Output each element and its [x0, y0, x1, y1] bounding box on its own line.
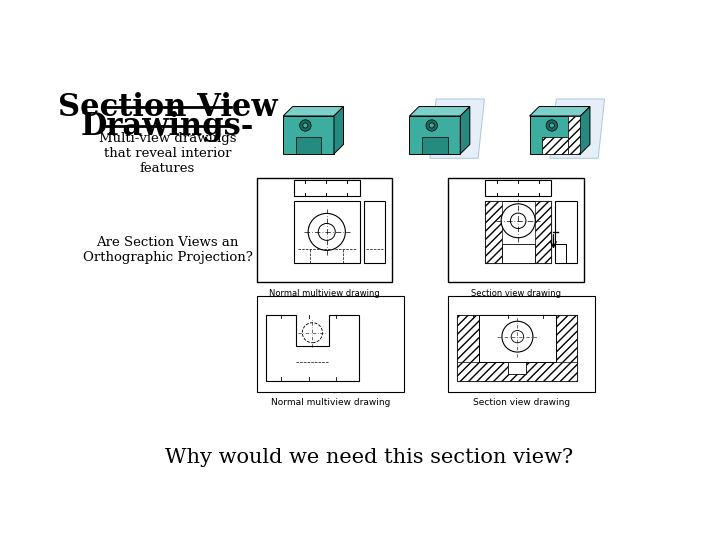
Polygon shape: [567, 116, 580, 154]
Polygon shape: [580, 106, 590, 154]
Bar: [556, 315, 577, 381]
Polygon shape: [296, 137, 321, 154]
Circle shape: [300, 120, 311, 131]
Polygon shape: [542, 137, 567, 154]
Polygon shape: [430, 99, 485, 158]
Polygon shape: [460, 106, 470, 154]
Polygon shape: [550, 99, 605, 158]
Circle shape: [303, 123, 308, 128]
Polygon shape: [530, 116, 580, 154]
Bar: [479, 315, 556, 362]
Bar: [485, 201, 502, 262]
Circle shape: [546, 120, 557, 131]
Circle shape: [302, 323, 323, 343]
Bar: [294, 179, 360, 197]
Bar: [535, 201, 551, 262]
Circle shape: [511, 330, 523, 343]
Text: Normal multiview drawing: Normal multiview drawing: [269, 289, 380, 298]
Circle shape: [308, 213, 346, 251]
Bar: [485, 201, 551, 262]
Text: Drawings-: Drawings-: [81, 111, 254, 142]
Bar: [256, 178, 392, 282]
Text: Section view drawing: Section view drawing: [473, 398, 570, 407]
Polygon shape: [530, 106, 590, 116]
Circle shape: [429, 123, 434, 128]
Circle shape: [549, 123, 554, 128]
Circle shape: [502, 321, 533, 352]
Polygon shape: [410, 116, 460, 154]
Bar: [256, 296, 404, 392]
Text: Section view drawing: Section view drawing: [471, 289, 561, 298]
Polygon shape: [266, 315, 359, 381]
Polygon shape: [334, 106, 343, 154]
Bar: [508, 362, 526, 374]
Bar: [485, 179, 551, 197]
Text: Are Section Views an
Orthographic Projection?: Are Section Views an Orthographic Projec…: [83, 236, 253, 264]
Bar: [555, 201, 577, 262]
Polygon shape: [283, 116, 334, 154]
Bar: [457, 315, 577, 381]
Polygon shape: [283, 106, 343, 116]
Bar: [502, 244, 535, 262]
Polygon shape: [410, 106, 470, 116]
Circle shape: [510, 213, 526, 228]
Bar: [448, 296, 595, 392]
Text: Why would we need this section view?: Why would we need this section view?: [165, 448, 573, 467]
Bar: [457, 315, 479, 381]
Text: Normal multiview drawing: Normal multiview drawing: [271, 398, 390, 407]
Text: Section View: Section View: [58, 92, 277, 123]
Text: Multi-view drawings
that reveal interior
features: Multi-view drawings that reveal interior…: [99, 132, 236, 175]
Bar: [294, 201, 360, 262]
Bar: [448, 178, 584, 282]
Circle shape: [318, 224, 336, 240]
Polygon shape: [422, 137, 448, 154]
Polygon shape: [542, 137, 567, 154]
Circle shape: [501, 204, 535, 238]
Bar: [457, 362, 577, 381]
Bar: [364, 201, 385, 262]
Circle shape: [426, 120, 438, 131]
